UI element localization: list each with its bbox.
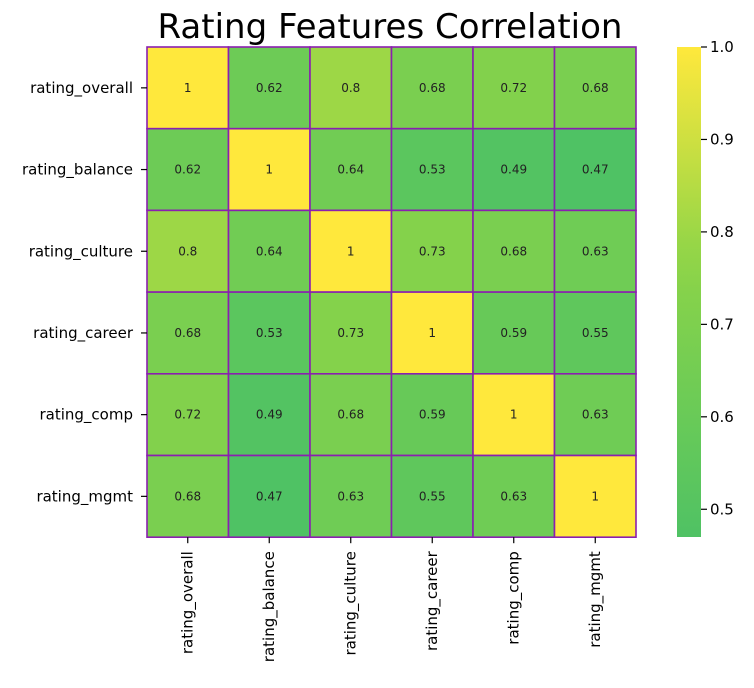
row-label: rating_overall: [30, 79, 133, 98]
cell-value-label: 0.8: [341, 81, 360, 95]
column-label: rating_mgmt: [586, 551, 605, 648]
cell-value-label: 0.53: [256, 326, 283, 340]
cell-value-label: 1: [510, 408, 518, 422]
heatmap-cell: [553, 127, 637, 212]
cell-value-label: 0.55: [582, 326, 609, 340]
cell-value-label: 0.72: [500, 81, 527, 95]
heatmap-cell: [553, 372, 637, 457]
cell-value-label: 0.73: [419, 244, 446, 258]
row-labels: rating_overall rating_balance rating_cultu…: [22, 79, 147, 506]
heatmap-cell: [553, 46, 637, 130]
heatmap-cell: [390, 291, 474, 375]
column-label: rating_comp: [505, 551, 524, 645]
cell-value-label: 1: [265, 163, 273, 177]
colorbar: 0.5 0.6 0.7 0.8 0.9 1.0: [677, 38, 734, 537]
cell-value-label: 0.72: [174, 408, 201, 422]
cell-value-label: 0.59: [419, 408, 446, 422]
heatmap-cell: [227, 209, 311, 293]
column-label: rating_balance: [260, 551, 279, 662]
cell-value-label: 0.64: [337, 163, 364, 177]
cell-value-label: 0.47: [256, 489, 283, 503]
heatmap-cell: [553, 291, 637, 375]
heatmap-cell: [146, 46, 230, 130]
heatmap-cell: [472, 372, 556, 457]
colorbar-tick-label: 1.0: [710, 38, 734, 56]
cell-value-label: 0.8: [178, 244, 197, 258]
cell-value-label: 0.55: [419, 489, 446, 503]
column-label: rating_culture: [342, 551, 361, 655]
colorbar-tick-label: 0.5: [710, 500, 734, 518]
heatmap-cell: [309, 46, 393, 130]
heatmap-cell: [309, 372, 393, 457]
heatmap-cells: 1 0.62 0.8 0.68 0.72 0.68 0.62 1 0.64 0.53 0.49 0.4…: [146, 46, 637, 538]
column-labels: rating_overall rating_balance rating_cultu…: [179, 537, 605, 662]
cell-value-label: 0.47: [582, 163, 609, 177]
column-label: rating_overall: [179, 551, 198, 654]
chart-title: Rating Features Correlation: [158, 7, 623, 47]
cell-value-label: 0.63: [337, 489, 364, 503]
heatmap-cell: [146, 454, 230, 538]
cell-value-label: 0.73: [337, 326, 364, 340]
cell-value-label: 0.68: [500, 244, 527, 258]
heatmap-cell: [227, 127, 311, 212]
cell-value-label: 0.53: [419, 163, 446, 177]
cell-value-label: 0.63: [582, 408, 609, 422]
cell-value-label: 0.63: [582, 244, 609, 258]
cell-value-label: 0.49: [500, 163, 527, 177]
cell-value-label: 0.68: [582, 81, 609, 95]
heatmap-cell: [553, 454, 637, 538]
heatmap-cell: [227, 46, 311, 130]
row-label: rating_mgmt: [36, 487, 133, 506]
cell-value-label: 0.62: [256, 81, 283, 95]
cell-value-label: 0.49: [256, 408, 283, 422]
cell-value-label: 1: [347, 244, 355, 258]
cell-value-label: 0.62: [174, 163, 201, 177]
colorbar-tick-label: 0.9: [710, 130, 734, 148]
cell-value-label: 0.68: [174, 489, 201, 503]
column-label: rating_career: [423, 550, 442, 651]
row-label: rating_career: [33, 324, 134, 343]
cell-value-label: 0.68: [174, 326, 201, 340]
row-label: rating_balance: [22, 161, 133, 180]
cell-value-label: 1: [184, 81, 192, 95]
heatmap-cell: [390, 372, 474, 457]
colorbar-tick-label: 0.7: [710, 315, 734, 333]
colorbar-gradient: [677, 47, 701, 537]
cell-value-label: 1: [428, 326, 436, 340]
heatmap-cell: [390, 209, 474, 293]
heatmap-cell: [146, 291, 230, 375]
colorbar-tick-label: 0.6: [710, 408, 734, 426]
row-label: rating_comp: [40, 406, 134, 425]
colorbar-tick-label: 0.8: [710, 223, 734, 241]
heatmap-cell: [390, 127, 474, 212]
heatmap-cell: [309, 291, 393, 375]
row-label: rating_culture: [29, 242, 133, 261]
heatmap-cell: [553, 209, 637, 293]
cell-value-label: 0.63: [500, 489, 527, 503]
cell-value-label: 0.59: [500, 326, 527, 340]
cell-value-label: 0.64: [256, 244, 283, 258]
cell-value-label: 0.68: [337, 408, 364, 422]
cell-value-label: 1: [591, 489, 599, 503]
cell-value-label: 0.68: [419, 81, 446, 95]
heatmap-cell: [472, 209, 556, 293]
heatmap-cell: [472, 291, 556, 375]
heatmap-cell: [227, 291, 311, 375]
